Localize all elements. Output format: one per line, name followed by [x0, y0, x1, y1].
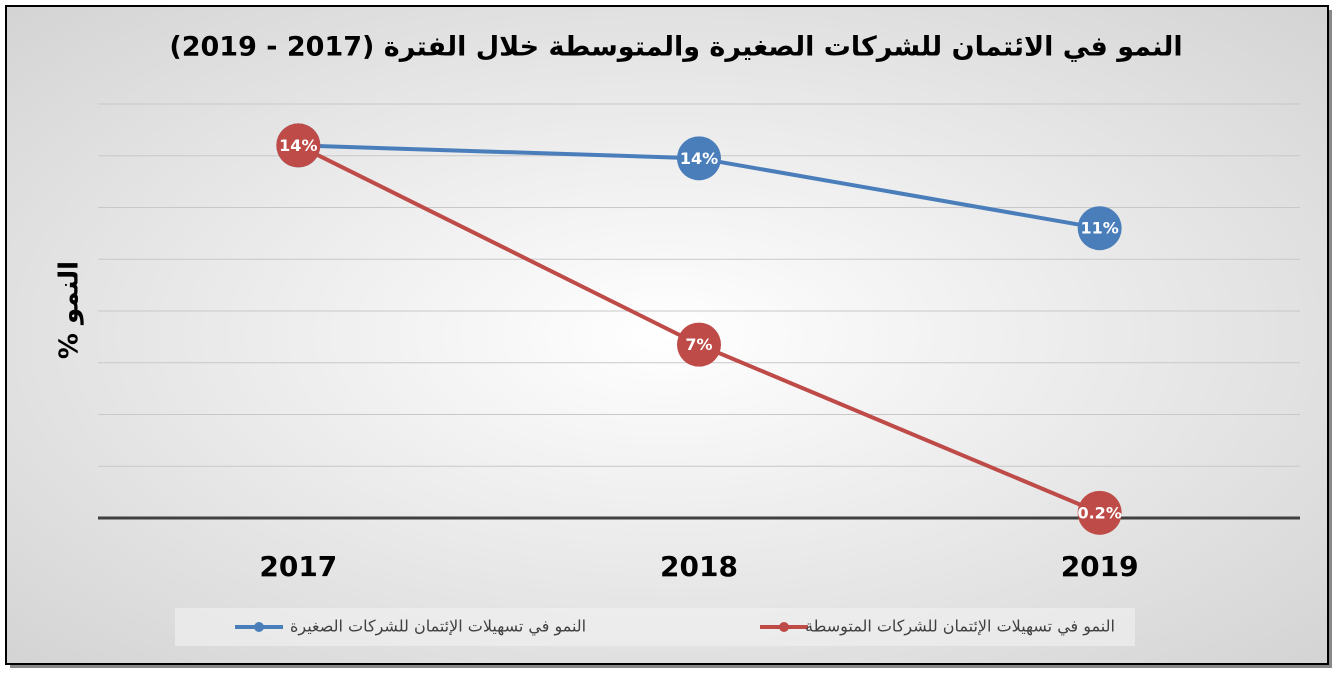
x-tick-label: 2019	[1061, 550, 1139, 583]
x-tick-label: 2017	[259, 550, 337, 583]
data-point	[677, 136, 721, 181]
data-label: 14%	[680, 149, 718, 168]
legend-box	[175, 608, 1135, 646]
x-tick-label: 2018	[660, 550, 738, 583]
data-label: 11%	[1081, 219, 1119, 238]
legend-label: النمو في تسهيلات الإئتمان للشركات الصغير…	[290, 617, 586, 637]
data-point	[276, 123, 321, 168]
legend-marker	[254, 622, 264, 632]
data-point	[1077, 490, 1122, 535]
data-label: 0.2%	[1077, 503, 1121, 522]
chart-title: النمو في الائتمان للشركات الصغيرة والمتو…	[169, 32, 1182, 63]
frame	[5, 5, 1329, 665]
data-point	[677, 322, 721, 367]
legend-marker	[779, 622, 789, 632]
data-point	[1077, 206, 1122, 251]
data-label: 14%	[279, 136, 317, 155]
data-label: 7%	[685, 335, 712, 354]
legend-label: النمو في تسهيلات الإئتمان للشركات المتوس…	[805, 617, 1115, 637]
y-axis-label: % النمو	[55, 261, 85, 359]
